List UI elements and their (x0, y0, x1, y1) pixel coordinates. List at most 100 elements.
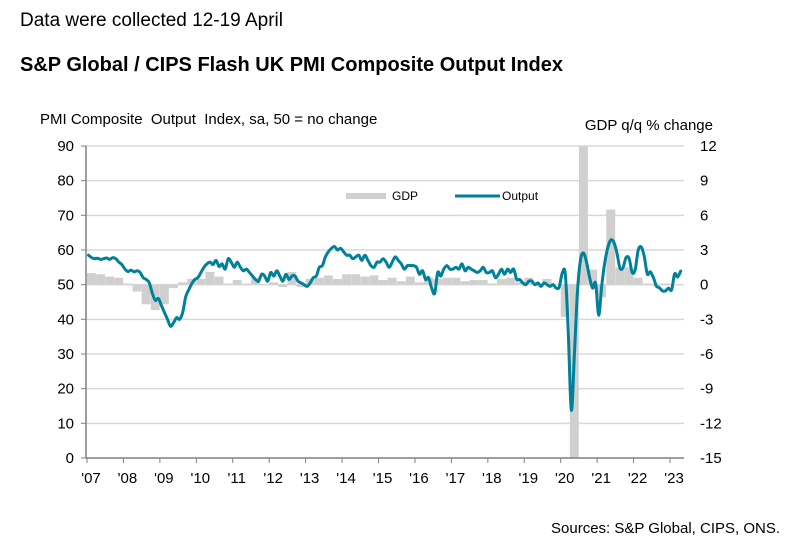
gdp-bar (241, 283, 251, 285)
legend-gdp-label: GDP (392, 189, 418, 203)
gdp-bar (87, 273, 96, 285)
gdp-bar (360, 276, 370, 285)
output-line (87, 238, 683, 412)
gdp-bar (260, 284, 270, 286)
left-tick-label: 20 (57, 381, 74, 398)
left-tick-label: 10 (57, 415, 74, 432)
right-tick-label: -9 (700, 381, 713, 398)
gdp-bar (533, 284, 543, 286)
x-tick-label: '15 (373, 470, 393, 487)
chart-source: Sources: S&P Global, CIPS, ONS. (551, 520, 780, 537)
x-tick-label: '09 (154, 470, 174, 487)
gdp-bar (296, 284, 306, 287)
right-tick-label: -15 (700, 450, 722, 467)
gdp-bar (159, 284, 169, 305)
right-tick-label: 0 (700, 277, 708, 294)
gdp-bar (323, 275, 333, 285)
gdp-bar (642, 283, 652, 285)
right-tick-label: -3 (700, 311, 713, 328)
gdp-bar (114, 277, 124, 285)
gdp-bar (414, 282, 424, 285)
x-tick-label: '12 (263, 470, 283, 487)
gdp-bar (387, 277, 397, 285)
gdp-bar (633, 277, 643, 285)
legend-output-label: Output (502, 189, 539, 203)
gdp-bar (660, 283, 670, 285)
gdp-bar (96, 274, 106, 285)
x-tick-label: '07 (81, 470, 101, 487)
gdp-bar (223, 283, 233, 285)
gdp-bar (332, 278, 342, 285)
left-tick-label: 90 (57, 138, 74, 155)
gdp-bar (168, 284, 178, 289)
left-axis-label: PMI Composite Output Index, sa, 50 = no … (40, 111, 377, 128)
gdp-bar (469, 280, 479, 285)
x-tick-label: '19 (518, 470, 538, 487)
right-tick-label: -12 (700, 415, 722, 432)
gdp-bar (132, 284, 142, 292)
gdp-bar (606, 209, 616, 285)
right-tick-label: 3 (700, 242, 708, 259)
left-tick-label: 70 (57, 207, 74, 224)
gdp-bar (460, 281, 470, 285)
gdp-bar (278, 284, 288, 287)
gdp-bar (314, 277, 324, 285)
x-tick-label: '18 (482, 470, 502, 487)
gdp-bar (105, 276, 115, 285)
gdp-bar (196, 278, 206, 285)
left-tick-label: 40 (57, 311, 74, 328)
left-tick-label: 30 (57, 346, 74, 363)
x-tick-label: '16 (409, 470, 429, 487)
gdp-bar (478, 280, 488, 285)
x-tick-label: '08 (118, 470, 138, 487)
gdp-bar (141, 284, 151, 305)
x-tick-label: '13 (300, 470, 320, 487)
gdp-bar (178, 282, 188, 285)
left-tick-label: 0 (66, 450, 74, 467)
gdp-bar (232, 280, 242, 285)
gdp-bar (342, 274, 352, 285)
right-tick-label: -6 (700, 346, 713, 363)
gdp-bar (205, 271, 215, 285)
gdp-bar (496, 278, 506, 285)
right-tick-label: 9 (700, 173, 708, 190)
gdp-bar (351, 274, 361, 285)
gdp-bar (578, 146, 588, 285)
gdp-bar (515, 282, 525, 285)
gdp-bar (542, 278, 552, 285)
chart-subtitle: Data were collected 12-19 April (20, 10, 283, 31)
gdp-bar (588, 269, 597, 285)
gdp-bar (487, 283, 497, 285)
legend: GDP Output (340, 186, 560, 206)
gdp-bar (442, 277, 452, 285)
gdp-bar (451, 277, 461, 285)
gdp-bar (506, 277, 515, 285)
output-line-group (87, 238, 683, 412)
x-tick-label: '14 (336, 470, 356, 487)
left-tick-label: 80 (57, 173, 74, 190)
legend-background (340, 186, 560, 206)
x-tick-label: '17 (446, 470, 466, 487)
gdp-bar (615, 267, 625, 285)
axes: 0 10 20 30 40 50 60 70 80 90 -15 -12 -9 -6 -3 0 3 6 9 12 '07… (57, 138, 721, 487)
x-tick-label: '11 (228, 470, 246, 487)
x-tick-label: '23 (664, 470, 684, 487)
x-tick-label: '22 (628, 470, 648, 487)
right-tick-label: 12 (700, 138, 717, 155)
gdp-bar (369, 275, 379, 285)
x-tick-label: '21 (591, 470, 611, 487)
gdp-bar (560, 284, 570, 318)
legend-gdp-swatch (346, 193, 386, 199)
left-tick-label: 50 (57, 277, 74, 294)
gdp-bars (87, 146, 670, 458)
gdp-bar (269, 282, 279, 285)
gdp-bar (624, 267, 634, 285)
gdp-bar (405, 276, 415, 285)
left-tick-label: 60 (57, 242, 74, 259)
x-tick-label: '20 (555, 470, 575, 487)
chart-title: S&P Global / CIPS Flash UK PMI Composite… (20, 54, 564, 76)
gdp-bar (214, 276, 224, 285)
gdp-bar (551, 284, 561, 286)
right-tick-label: 6 (700, 207, 708, 224)
